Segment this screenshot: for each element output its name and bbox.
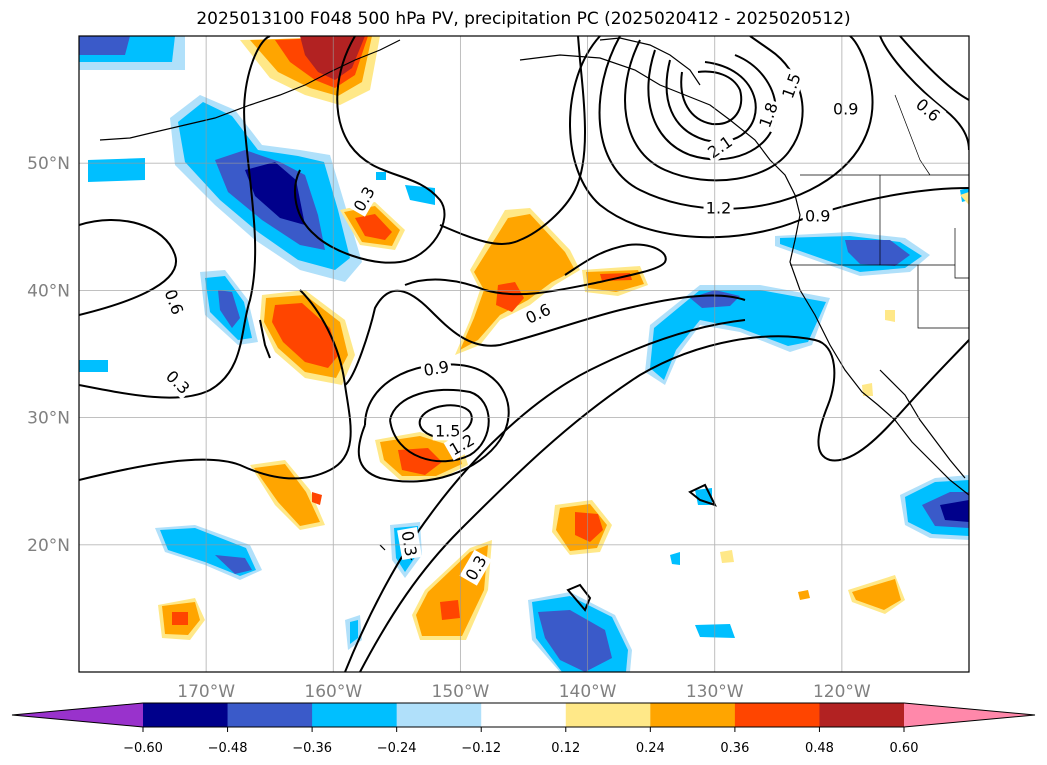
precip-blob xyxy=(218,290,240,328)
contour-label-bg xyxy=(459,549,492,586)
precip-blob xyxy=(350,620,358,644)
contour-label: 0.9 xyxy=(422,357,450,380)
lon-tick-label: 130°W xyxy=(686,682,744,702)
precip-blob xyxy=(600,273,632,281)
latitude-labels: 50°N 40°N 30°N 20°N xyxy=(27,154,70,556)
contour-label: 1.5 xyxy=(435,421,460,440)
contour-label-bg xyxy=(159,284,189,320)
pv-contour-labels: 0.30.60.3 0.91.51.20.60.30.31.2 0.92.11.81… xyxy=(159,68,947,586)
contour-label: 0.9 xyxy=(805,206,830,225)
contour-label-bg xyxy=(830,98,861,119)
longitude-labels: 170°W 160°W 150°W 140°W 130°W 120°W xyxy=(177,682,871,702)
contour-label: 1.2 xyxy=(706,199,731,218)
precip-blob xyxy=(405,185,435,205)
colorbar-tick-label: −0.36 xyxy=(292,741,332,756)
contour-label-bg xyxy=(910,92,947,128)
colorbar-tick-label: −0.60 xyxy=(123,741,163,756)
precip-blob xyxy=(79,360,108,372)
precip-blob xyxy=(88,158,145,182)
colorbar-extend-min xyxy=(12,703,143,727)
colorbar-swatch xyxy=(143,703,229,727)
contour-label-bg xyxy=(160,364,196,400)
map-frame xyxy=(78,35,970,673)
colorbar-swatch xyxy=(565,703,651,727)
precip-blob xyxy=(650,290,826,380)
precip-blob xyxy=(172,612,188,625)
precip-blob xyxy=(538,610,612,672)
colorbar-swatch xyxy=(227,703,313,727)
precip-blob xyxy=(355,214,392,240)
contour-label: 0.3 xyxy=(398,529,421,557)
precip-blob xyxy=(245,162,305,225)
precip-blob xyxy=(798,590,810,600)
precip-blob xyxy=(496,282,524,312)
colorbar-tick-label: −0.48 xyxy=(208,741,248,756)
lon-tick-label: 170°W xyxy=(177,682,235,702)
political-borders xyxy=(790,94,969,329)
precip-blob xyxy=(885,310,895,322)
precip-blob xyxy=(272,303,338,368)
precip-blob xyxy=(852,579,901,610)
colorbar-tick-label: −0.24 xyxy=(377,741,417,756)
colorbar-swatch xyxy=(734,703,820,727)
precip-blob xyxy=(940,500,969,522)
colorbar-tick-label: 0.60 xyxy=(890,741,919,756)
colorbar-tick-label: 0.12 xyxy=(551,741,580,756)
colorbar-tick-label: 0.24 xyxy=(636,741,665,756)
precip-blob xyxy=(254,464,320,526)
precip-blob xyxy=(440,600,460,620)
contour-label-bg xyxy=(397,527,423,561)
contour-label: 0.9 xyxy=(833,100,858,119)
colorbar-swatch xyxy=(650,703,736,727)
precip-blob xyxy=(460,214,575,350)
lon-tick-label: 150°W xyxy=(432,682,490,702)
contour-label-bg xyxy=(703,197,734,218)
lon-tick-label: 140°W xyxy=(559,682,617,702)
colorbar-extend-max xyxy=(904,703,1035,727)
precip-blob xyxy=(670,552,680,565)
colorbar-tick-label: 0.48 xyxy=(805,741,834,756)
map-title: 2025013100 F048 500 hPa PV, precipitatio… xyxy=(196,9,851,29)
lat-tick-label: 40°N xyxy=(27,281,70,301)
lat-tick-label: 30°N xyxy=(27,409,70,429)
precip-blob xyxy=(720,550,734,563)
contour-label-bg xyxy=(776,68,806,104)
contour-label-bg xyxy=(419,355,453,381)
precip-blob xyxy=(312,492,322,505)
colorbar: −0.60 −0.48 −0.36 −0.24 −0.12 0.12 0.24 0.36 0.4… xyxy=(11,702,1036,756)
precip-blob xyxy=(398,448,442,475)
colorbar-tick-label: 0.36 xyxy=(720,741,749,756)
contour-label-bg xyxy=(802,205,833,226)
lat-tick-label: 20°N xyxy=(27,536,70,556)
contour-label-bg xyxy=(347,180,380,217)
precip-blob xyxy=(960,192,969,205)
precip-blob xyxy=(79,36,130,55)
colorbar-tick-label: −0.12 xyxy=(461,741,501,756)
colorbar-swatch xyxy=(312,703,398,727)
colorbar-swatch xyxy=(396,703,482,727)
contour-label-bg xyxy=(432,420,463,441)
colorbar-swatch xyxy=(481,703,567,727)
contour-label-bg xyxy=(753,97,783,133)
precip-blob xyxy=(862,383,873,396)
lon-tick-label: 120°W xyxy=(813,682,871,702)
precip-blob xyxy=(376,172,386,180)
graticule xyxy=(79,36,969,672)
contour-label-bg xyxy=(443,428,480,461)
precip-blob xyxy=(845,240,910,266)
lat-tick-label: 50°N xyxy=(27,154,70,174)
contour-label-bg xyxy=(701,129,738,164)
contour-label-bg xyxy=(520,297,556,329)
lon-tick-label: 160°W xyxy=(304,682,362,702)
precip-blob xyxy=(575,512,603,542)
precip-blob xyxy=(215,555,252,574)
colorbar-swatch xyxy=(819,703,905,727)
